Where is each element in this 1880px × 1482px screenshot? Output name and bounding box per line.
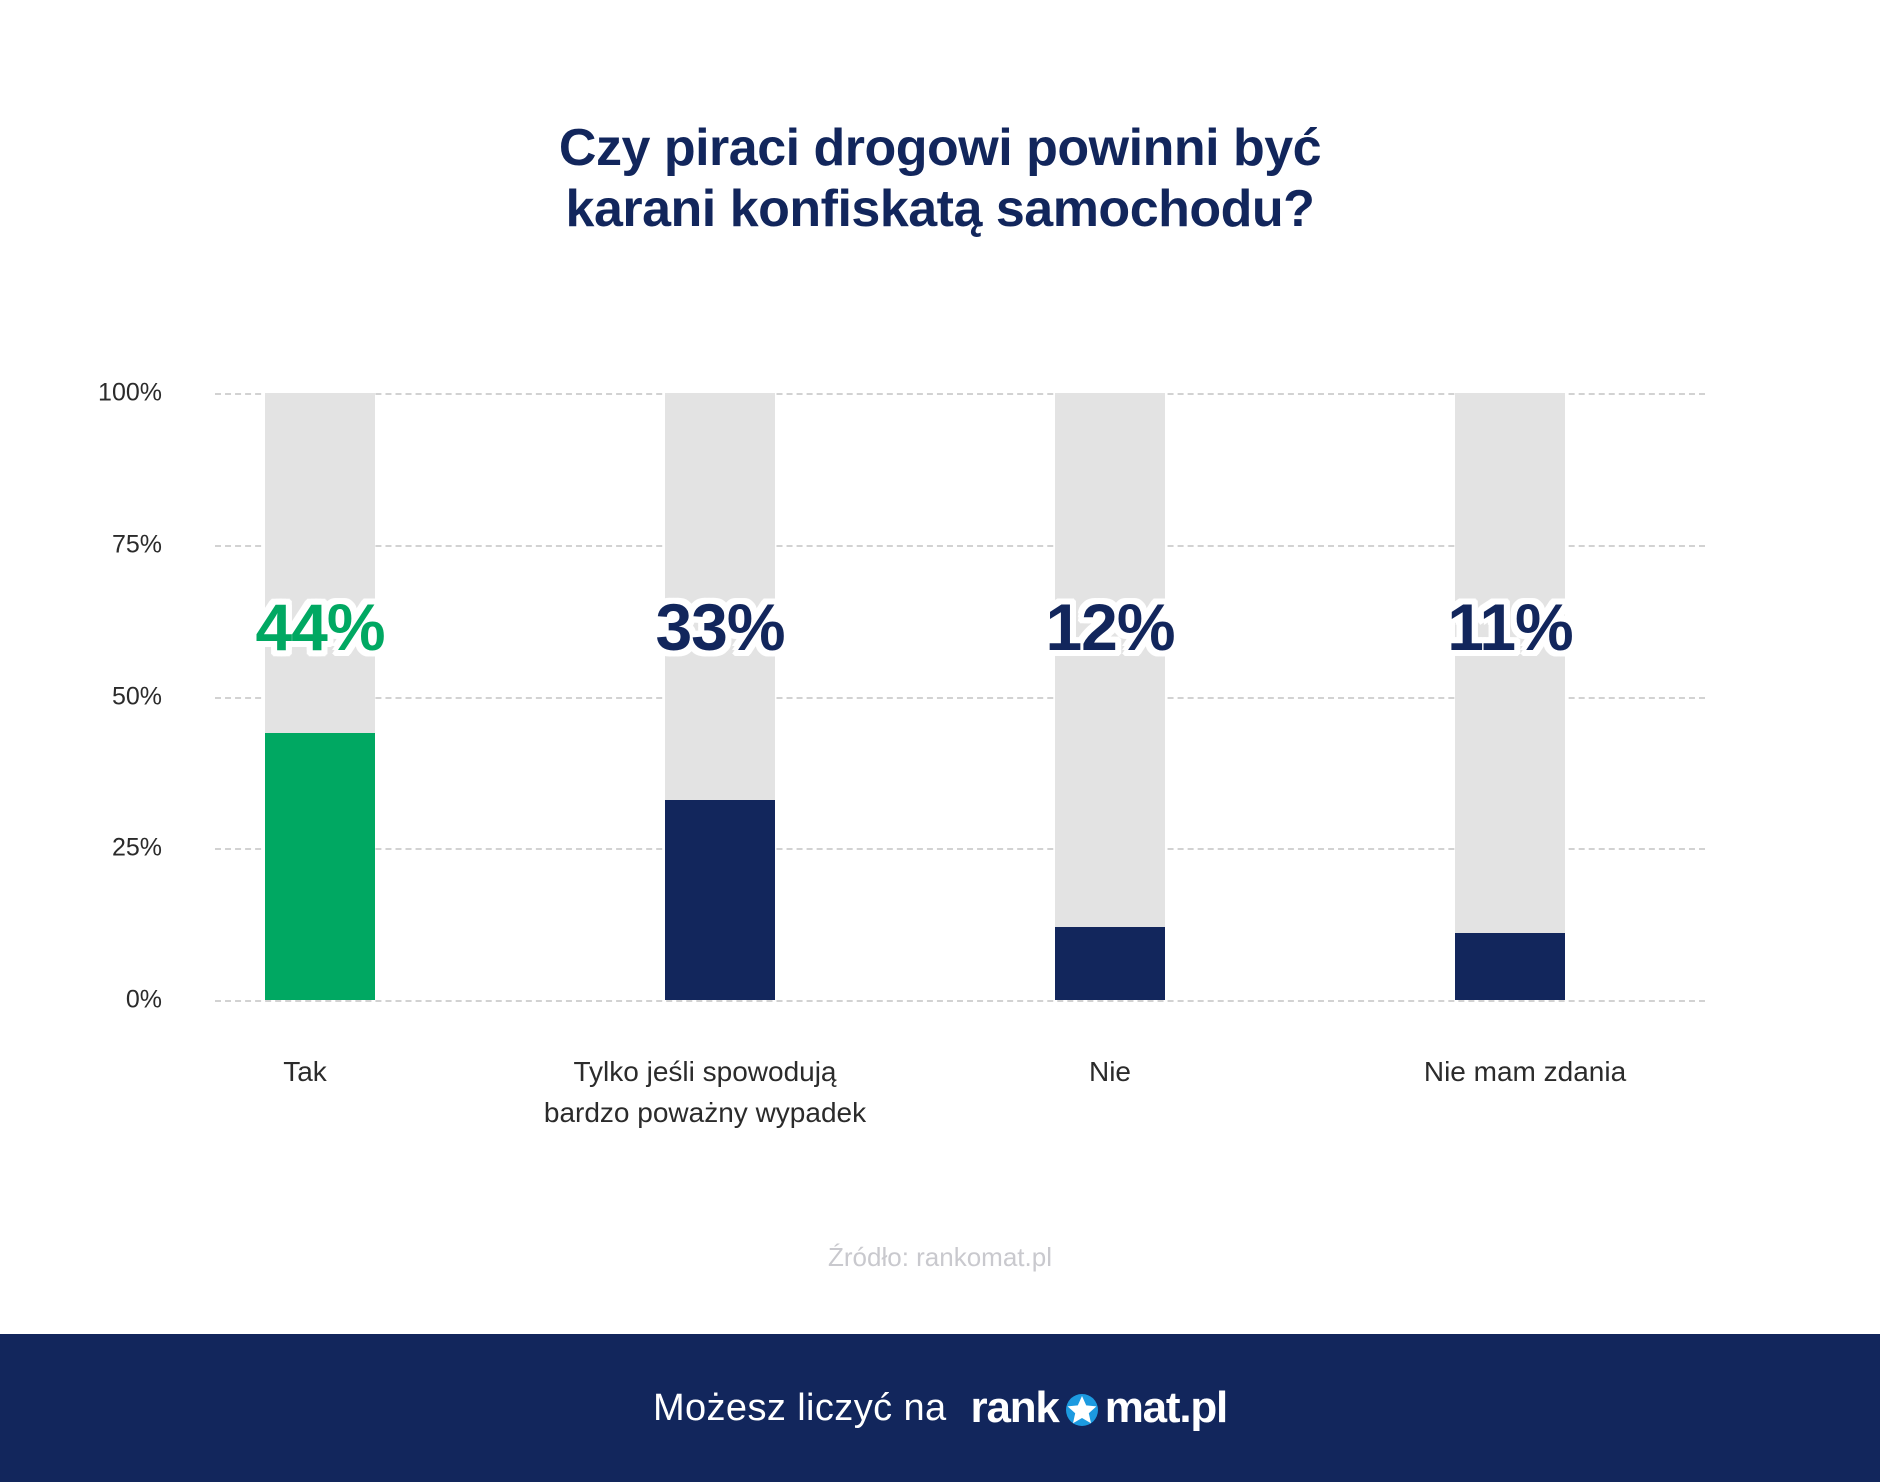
- x-axis-label-nie-mam-zdania-line1: Nie mam zdania: [1423, 1056, 1627, 1087]
- y-axis-tick-75: 75%: [111, 530, 162, 559]
- footer-bar: Możesz liczyć na rank mat.pl: [0, 1334, 1880, 1482]
- x-axis-label-tylko-jesli-line2: bardzo poważny wypadek: [543, 1096, 867, 1128]
- gridline-50: [215, 697, 1705, 699]
- gridline-25: [215, 848, 1705, 850]
- x-axis-label-tak-line1: Tak: [283, 1056, 327, 1087]
- y-axis-tick-25: 25%: [111, 833, 162, 862]
- bar-value-nie-mam-zdania: 11%: [1447, 590, 1573, 664]
- bar-fill-nie-mam-zdania: [1455, 933, 1565, 1000]
- footer-tagline: Możesz liczyć na: [652, 1386, 947, 1429]
- source-note: Źródło: rankomat.pl: [828, 1242, 1052, 1272]
- bar-value-tak: 44%: [255, 590, 385, 664]
- gridline-75: [215, 545, 1705, 547]
- y-axis-tick-100: 100%: [98, 378, 162, 407]
- bar-value-nie: 12%: [1045, 590, 1175, 664]
- bar-group-nie-mam-zdania[interactable]: 11%: [1447, 393, 1574, 1000]
- bar-group-tak[interactable]: 44%: [255, 393, 386, 1000]
- gridline-0: [215, 1000, 1705, 1002]
- x-axis-label-tylko-jesli: Tylko jeśli spowodują bardzo poważny wyp…: [480, 1052, 930, 1133]
- bar-fill-tylko-jesli: [665, 800, 775, 1000]
- gridline-100: [215, 393, 1705, 395]
- x-axis-label-nie: Nie: [975, 1052, 1245, 1093]
- x-axis-label-tylko-jesli-line1: Tylko jeśli spowodują: [573, 1056, 837, 1087]
- bar-fill-tak: [265, 733, 375, 1000]
- bar-track: [1055, 393, 1165, 1000]
- x-axis-label-tak: Tak: [170, 1052, 440, 1093]
- logo-text-part2: mat.pl: [1104, 1383, 1229, 1432]
- logo-text-part1: rank: [970, 1383, 1060, 1432]
- y-axis-tick-0: 0%: [125, 985, 162, 1014]
- bar-group-nie[interactable]: 12%: [1045, 393, 1176, 1000]
- y-axis-tick-50: 50%: [111, 682, 162, 711]
- bar-group-tylko-jesli[interactable]: 33%: [655, 393, 786, 1000]
- page-title: Czy piraci drogowi powinni być karani ko…: [0, 118, 1880, 241]
- title-line-2: karani konfiskatą samochodu?: [565, 180, 1315, 239]
- bar-value-tylko-jesli: 33%: [655, 590, 785, 664]
- star-icon: [1060, 1386, 1104, 1430]
- title-line-1: Czy piraci drogowi powinni być: [558, 119, 1322, 177]
- x-axis-label-nie-line1: Nie: [1088, 1056, 1131, 1087]
- bar-track: [1455, 393, 1565, 1000]
- x-axis-label-nie-mam-zdania: Nie mam zdania: [1340, 1052, 1710, 1093]
- bar-fill-nie: [1055, 927, 1165, 1000]
- rankomat-logo[interactable]: rank mat.pl: [970, 1383, 1229, 1433]
- plot-area: 44% 33% 12% 11%: [215, 393, 1705, 1002]
